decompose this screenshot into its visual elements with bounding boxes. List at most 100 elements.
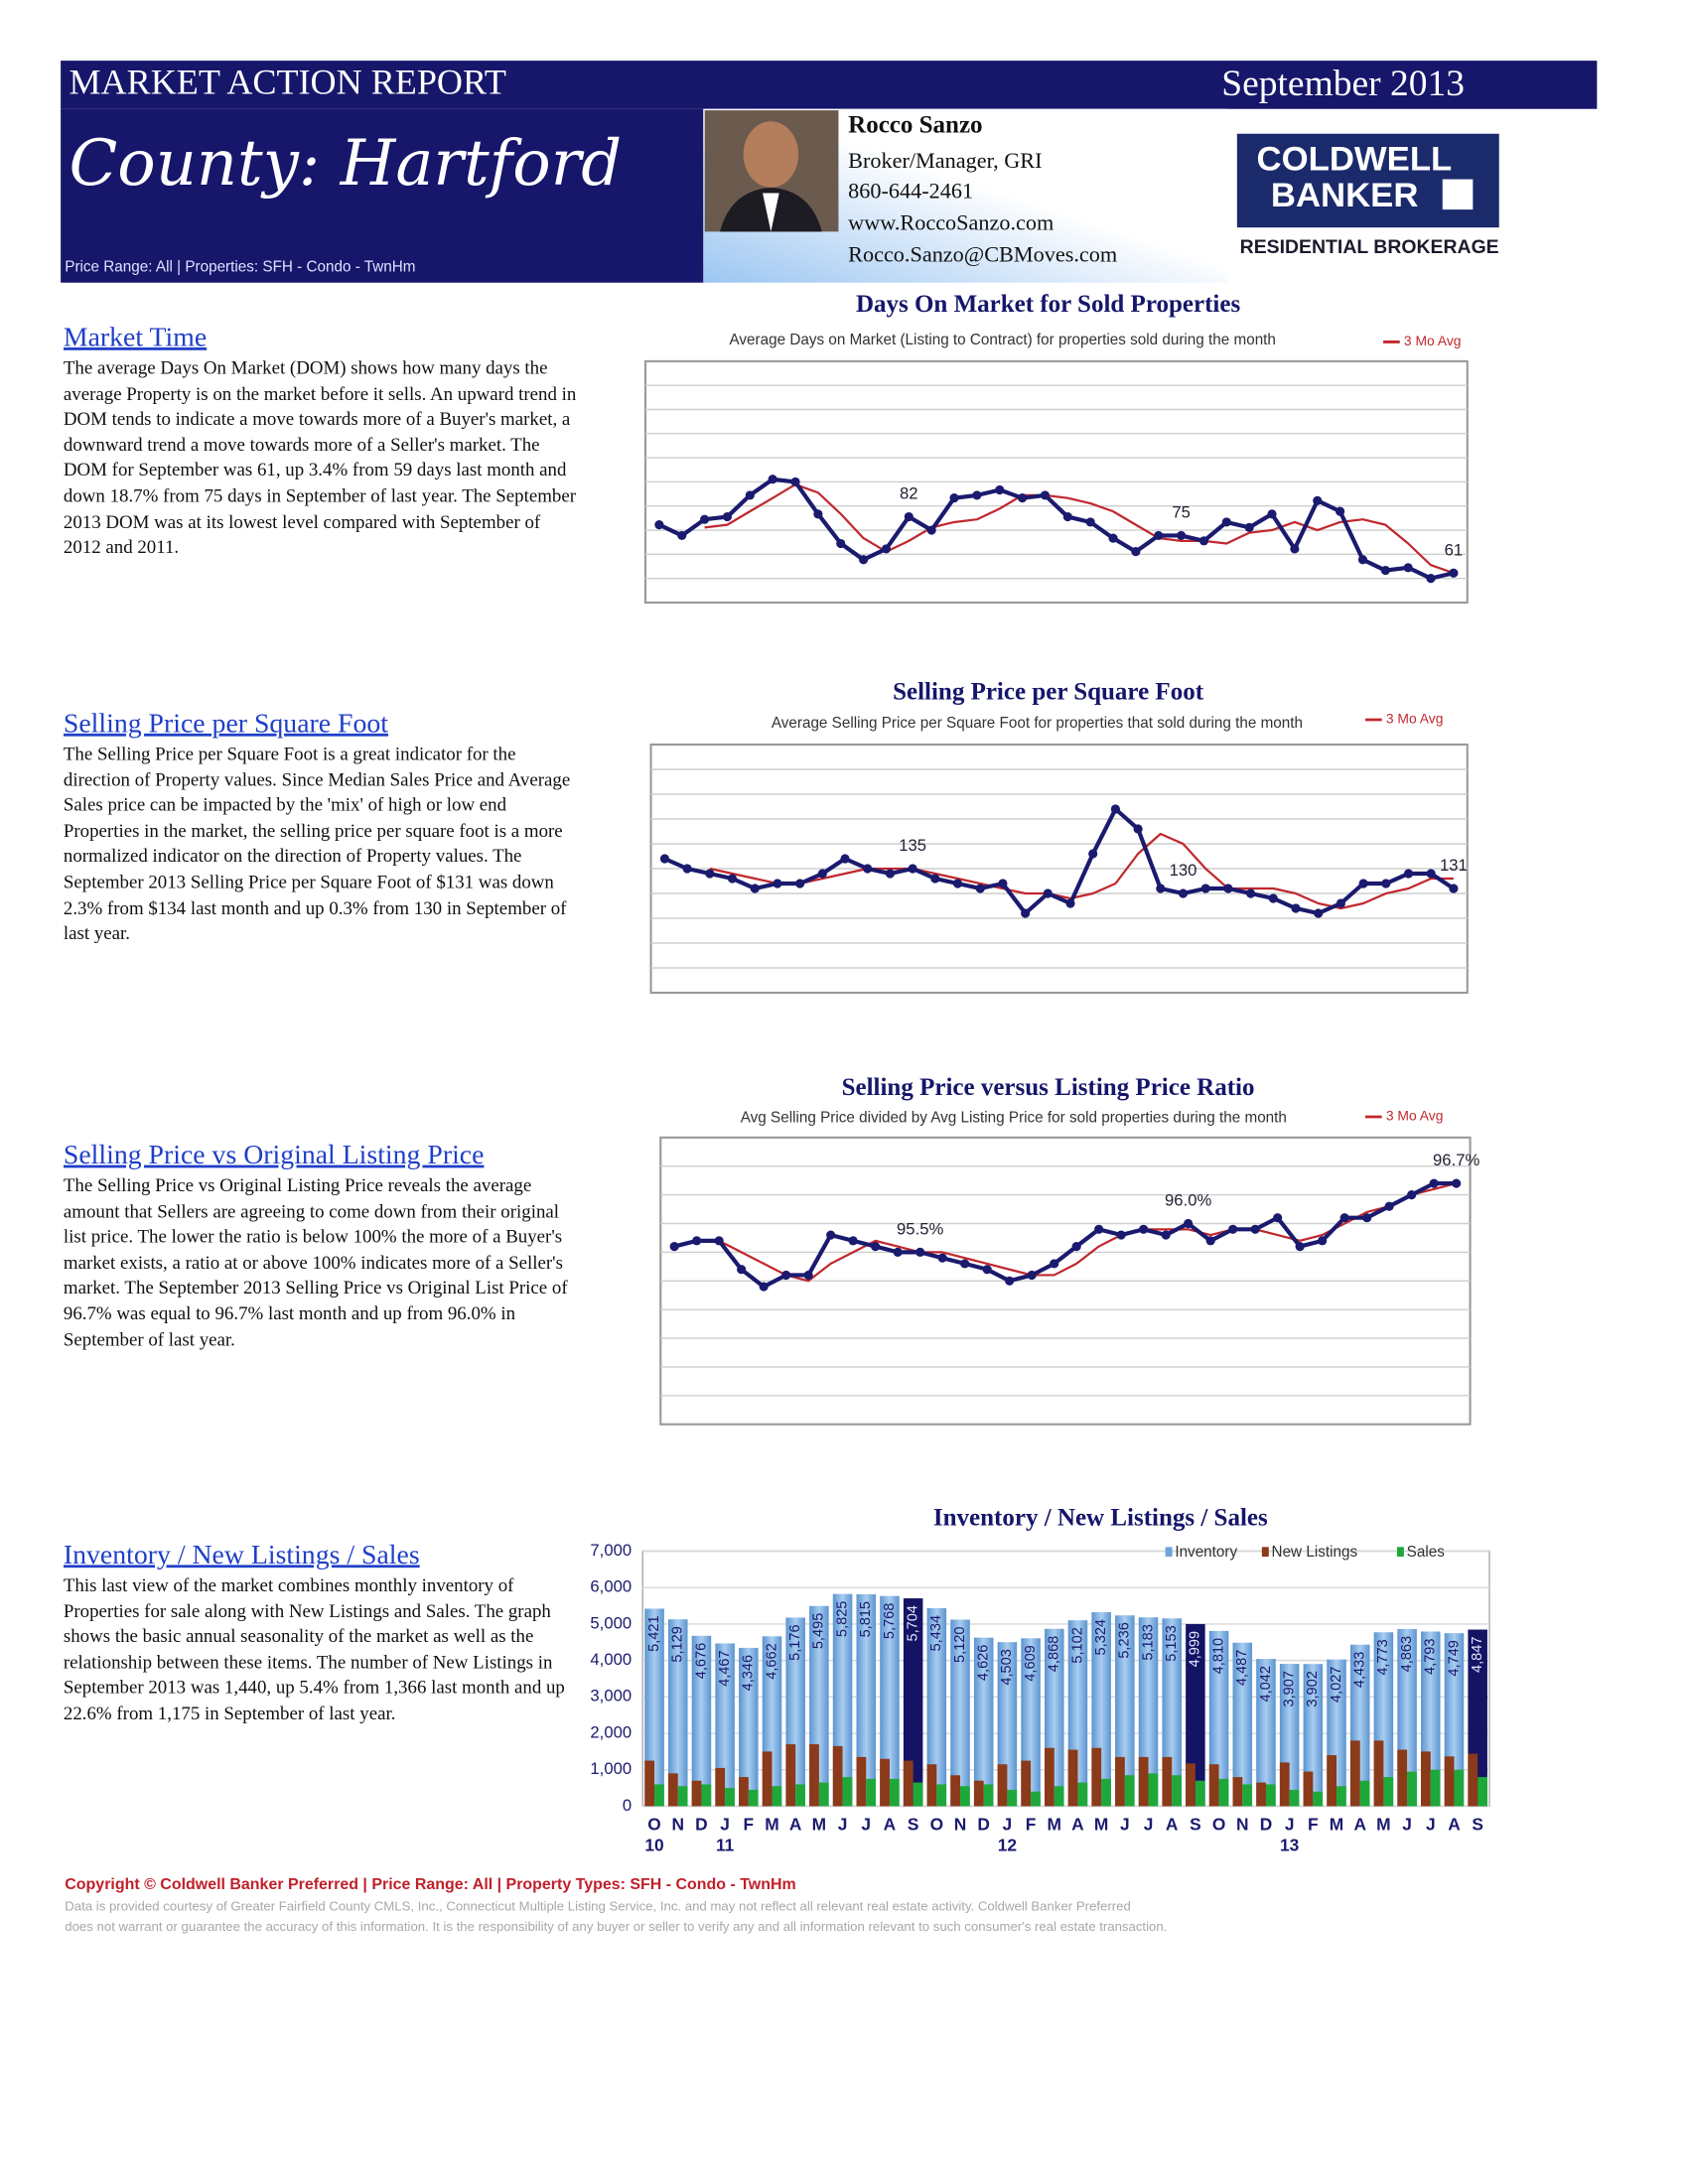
- value-label: 4,487: [1234, 1650, 1250, 1686]
- chart-title: Selling Price versus Listing Price Ratio: [842, 1074, 1255, 1101]
- point: [972, 490, 982, 500]
- filters: Price Range: All | Properties: SFH - Con…: [65, 258, 415, 275]
- value-label: 4,773: [1375, 1639, 1391, 1675]
- value-label: 5,825: [834, 1601, 850, 1637]
- section-heading[interactable]: Selling Price per Square Foot: [63, 708, 389, 740]
- point: [1426, 869, 1436, 879]
- bar: [1289, 1789, 1300, 1807]
- bar: [785, 1744, 796, 1807]
- legend-swatch: [1396, 1547, 1404, 1558]
- point: [677, 530, 687, 541]
- chart-title: Inventory / New Listings / Sales: [933, 1504, 1268, 1531]
- bar: [1091, 1747, 1102, 1807]
- bar: [1195, 1780, 1205, 1807]
- y-tick-label: 5,000: [590, 1613, 632, 1632]
- bar: [1067, 1749, 1078, 1807]
- y-tick-label: 2,000: [590, 1722, 632, 1741]
- point: [1380, 565, 1390, 576]
- value-label: 5,815: [858, 1601, 874, 1637]
- point: [1108, 533, 1118, 543]
- report-title: MARKET ACTION REPORT: [69, 62, 506, 101]
- value-label: 5,495: [811, 1613, 827, 1649]
- section-heading[interactable]: Inventory / New Listings / Sales: [63, 1540, 420, 1570]
- point: [995, 484, 1005, 495]
- bar: [795, 1784, 805, 1807]
- bar: [1162, 1756, 1173, 1807]
- section-body: Selling Price per Square Foot The Selling…: [64, 709, 577, 947]
- point: [768, 475, 777, 484]
- point: [705, 869, 715, 879]
- bar: [1454, 1769, 1465, 1807]
- x-tick-label: J: [720, 1814, 730, 1834]
- bar: [960, 1786, 970, 1807]
- point: [952, 879, 963, 888]
- point: [1223, 884, 1233, 893]
- x-tick-label: D: [977, 1814, 990, 1834]
- section-heading[interactable]: Market Time: [63, 323, 208, 353]
- bar: [926, 1764, 937, 1807]
- bar: [1373, 1740, 1384, 1807]
- x-tick-label: S: [908, 1814, 919, 1834]
- x-tick-label: A: [1353, 1814, 1366, 1834]
- bar: [856, 1593, 877, 1807]
- point: [1449, 568, 1459, 578]
- bar: [667, 1773, 678, 1807]
- point: [1336, 898, 1345, 908]
- section-heading[interactable]: Selling Price vs Original Listing Price: [63, 1140, 485, 1171]
- bar: [1303, 1771, 1314, 1807]
- bar: [1124, 1775, 1135, 1807]
- point: [714, 1236, 724, 1246]
- x-tick-label: D: [695, 1814, 708, 1834]
- legend-label: 3 Mo Avg: [1386, 711, 1444, 727]
- x-group-label: 13: [1280, 1835, 1300, 1854]
- point: [930, 874, 940, 884]
- value-label: 5,129: [670, 1626, 686, 1662]
- point: [659, 854, 670, 864]
- bar: [739, 1647, 759, 1807]
- point: [1131, 547, 1141, 557]
- section: Inventory / New Listings / Sales This las…: [63, 1540, 565, 1723]
- x-tick-label: A: [789, 1814, 802, 1834]
- legend-swatch: [1165, 1547, 1173, 1558]
- value-label: 4,626: [976, 1645, 992, 1681]
- section-text: The Selling Price vs Original Listing Pr…: [63, 1174, 568, 1350]
- point: [654, 520, 664, 530]
- point: [750, 884, 760, 893]
- bar: [1279, 1762, 1290, 1807]
- logo-text: BANKER: [1271, 177, 1419, 214]
- point: [1018, 493, 1028, 503]
- bar: [762, 1751, 773, 1807]
- x-tick-label: M: [1376, 1814, 1390, 1834]
- bar: [973, 1780, 984, 1807]
- point: [1071, 1242, 1081, 1252]
- bar: [1054, 1786, 1064, 1807]
- y-tick-label: 4,000: [590, 1650, 632, 1669]
- x-tick-label: A: [884, 1814, 897, 1834]
- logo-tagline: RESIDENTIAL BROKERAGE: [1240, 236, 1499, 258]
- value-label: 3,902: [1305, 1671, 1321, 1706]
- bar: [1232, 1777, 1243, 1807]
- bar: [691, 1780, 702, 1807]
- legend-label: New Listings: [1272, 1544, 1358, 1561]
- point: [1027, 1270, 1037, 1281]
- point: [1184, 1218, 1194, 1229]
- header-band: [61, 61, 1598, 109]
- x-tick-label: O: [647, 1814, 661, 1834]
- point: [1161, 1230, 1171, 1240]
- bar: [1336, 1786, 1346, 1807]
- point: [737, 1265, 747, 1275]
- value-label: 131: [1440, 856, 1468, 875]
- bar: [715, 1643, 735, 1807]
- legend-label: 3 Mo Avg: [1386, 1108, 1444, 1124]
- point: [893, 1247, 903, 1257]
- disclaimer: Data is provided courtesy of Greater Fai…: [65, 1898, 1131, 1913]
- value-label: 5,236: [1117, 1622, 1133, 1658]
- point: [722, 511, 733, 522]
- point: [1313, 495, 1323, 505]
- x-tick-label: A: [1448, 1814, 1461, 1834]
- bar: [950, 1619, 970, 1807]
- x-tick-label: F: [1308, 1814, 1319, 1834]
- value-label: 5,768: [882, 1603, 898, 1639]
- bar: [1359, 1780, 1370, 1807]
- x-tick-label: J: [1285, 1814, 1295, 1834]
